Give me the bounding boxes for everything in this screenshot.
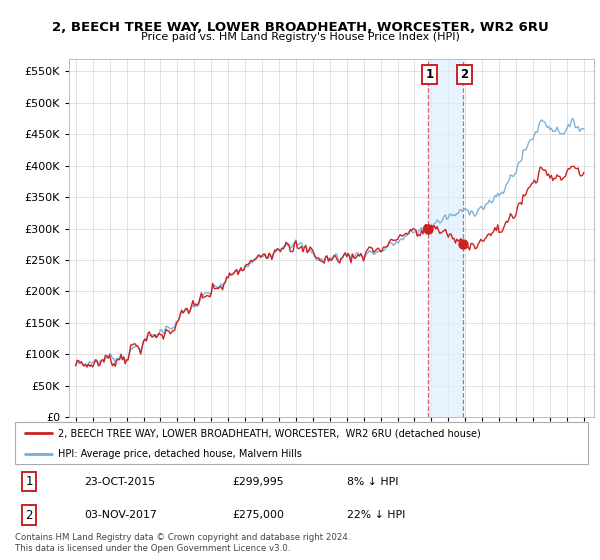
Text: 1: 1 [26,475,33,488]
Text: 1: 1 [425,68,434,81]
Text: 2: 2 [26,508,33,521]
Text: £299,995: £299,995 [233,477,284,487]
FancyBboxPatch shape [15,422,588,464]
Text: 22% ↓ HPI: 22% ↓ HPI [347,510,406,520]
Text: £275,000: £275,000 [233,510,285,520]
Text: 23-OCT-2015: 23-OCT-2015 [84,477,155,487]
Text: 2, BEECH TREE WAY, LOWER BROADHEATH, WORCESTER,  WR2 6RU (detached house): 2, BEECH TREE WAY, LOWER BROADHEATH, WOR… [58,428,481,438]
Text: Price paid vs. HM Land Registry's House Price Index (HPI): Price paid vs. HM Land Registry's House … [140,32,460,43]
Bar [428,59,463,417]
Text: 8% ↓ HPI: 8% ↓ HPI [347,477,399,487]
Text: 03-NOV-2017: 03-NOV-2017 [84,510,157,520]
Text: HPI: Average price, detached house, Malvern Hills: HPI: Average price, detached house, Malv… [58,450,302,459]
Text: 2, BEECH TREE WAY, LOWER BROADHEATH, WORCESTER, WR2 6RU: 2, BEECH TREE WAY, LOWER BROADHEATH, WOR… [52,21,548,34]
Text: Contains HM Land Registry data © Crown copyright and database right 2024.
This d: Contains HM Land Registry data © Crown c… [15,533,350,553]
Text: 2: 2 [460,68,469,81]
